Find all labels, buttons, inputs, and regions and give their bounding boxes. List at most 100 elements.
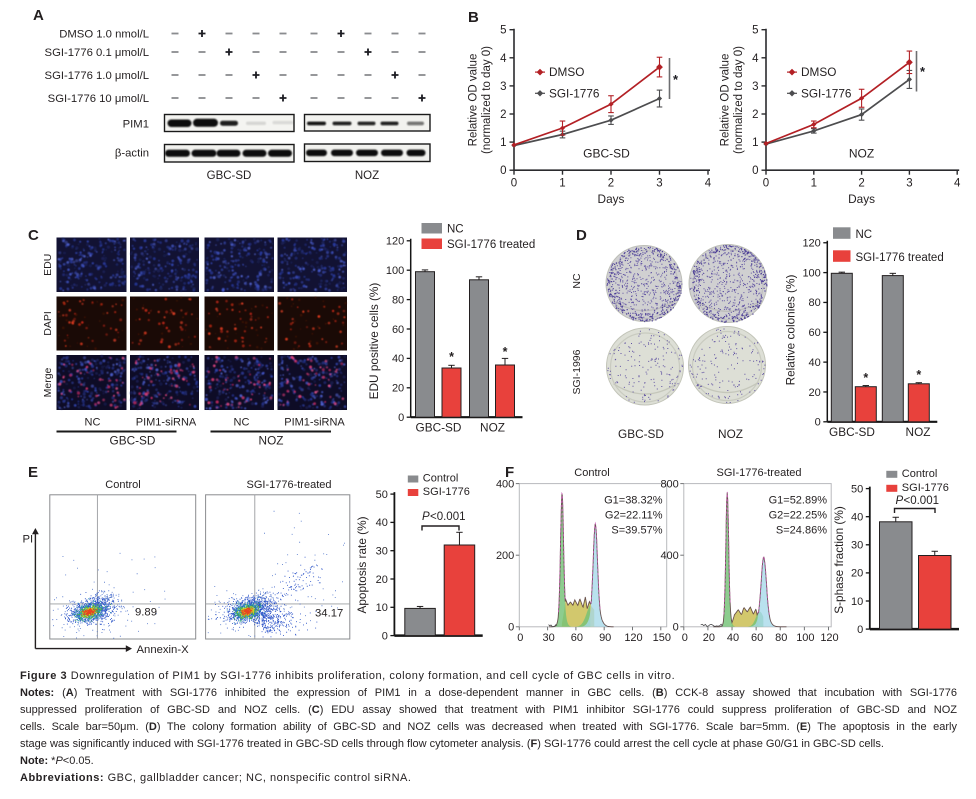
svg-text:G1=38.32%: G1=38.32%: [604, 495, 663, 507]
svg-text:NOZ: NOZ: [355, 170, 379, 182]
svg-text:NC: NC: [856, 229, 873, 241]
svg-text:20: 20: [851, 568, 863, 580]
svg-text:5: 5: [500, 25, 506, 37]
svg-text:0: 0: [500, 165, 506, 177]
svg-text:60: 60: [751, 632, 763, 644]
svg-text:0: 0: [682, 632, 688, 644]
svg-text:0: 0: [517, 632, 523, 644]
svg-text:0: 0: [398, 412, 404, 424]
svg-text:S=39.57%: S=39.57%: [611, 525, 662, 537]
svg-text:SGI-1776: SGI-1776: [801, 86, 852, 100]
svg-text:200: 200: [496, 550, 514, 562]
svg-text:50: 50: [851, 483, 863, 495]
svg-text:EDU positive cells (%): EDU positive cells (%): [367, 283, 381, 400]
svg-text:Annexin-X: Annexin-X: [137, 644, 190, 656]
svg-text:Apoptosis rate (%): Apoptosis rate (%): [355, 516, 369, 613]
svg-text:A: A: [33, 7, 44, 24]
svg-text:*: *: [920, 64, 926, 79]
svg-text:Relative OD value: Relative OD value: [468, 54, 480, 147]
svg-text:0: 0: [673, 622, 679, 634]
svg-text:Control: Control: [423, 473, 458, 485]
svg-text:10: 10: [851, 596, 863, 608]
svg-text:40: 40: [851, 512, 863, 524]
svg-text:4: 4: [500, 53, 507, 65]
svg-text:Days: Days: [848, 192, 875, 206]
svg-text:GBC-SD: GBC-SD: [829, 425, 875, 439]
svg-text:60: 60: [571, 632, 583, 644]
svg-text:50: 50: [376, 489, 388, 501]
svg-text:150: 150: [653, 632, 671, 644]
svg-text:2: 2: [752, 109, 758, 121]
svg-text:DMSO: DMSO: [801, 65, 836, 79]
svg-text:30: 30: [542, 632, 554, 644]
svg-text:SGI-1776 treated: SGI-1776 treated: [856, 252, 944, 264]
svg-text:0: 0: [508, 622, 514, 634]
svg-text:9.89: 9.89: [135, 607, 157, 619]
svg-text:10: 10: [376, 602, 388, 614]
svg-text:0: 0: [857, 624, 863, 636]
svg-text:60: 60: [392, 324, 404, 336]
svg-text:GBC-SD: GBC-SD: [110, 434, 156, 448]
svg-text:Control: Control: [902, 468, 937, 480]
svg-text:S=24.86%: S=24.86%: [776, 525, 827, 537]
svg-text:DMSO: DMSO: [549, 65, 584, 79]
svg-text:0: 0: [752, 165, 758, 177]
svg-text:F: F: [505, 464, 514, 481]
svg-text:0: 0: [763, 178, 769, 190]
svg-text:NC: NC: [571, 273, 583, 289]
svg-text:NOZ: NOZ: [906, 425, 931, 439]
svg-text:SGI-1776 1.0 μmol/L: SGI-1776 1.0 μmol/L: [45, 70, 149, 82]
svg-text:30: 30: [851, 540, 863, 552]
svg-text:GBC-SD: GBC-SD: [416, 421, 462, 435]
svg-text:*: *: [449, 350, 454, 364]
svg-text:0: 0: [382, 630, 388, 642]
svg-text:B: B: [468, 9, 479, 26]
svg-text:2: 2: [858, 178, 864, 190]
svg-text:SGI-1776 treated: SGI-1776 treated: [447, 239, 535, 251]
svg-text:100: 100: [386, 265, 404, 277]
svg-text:β-actin: β-actin: [115, 148, 149, 160]
svg-text:2: 2: [608, 178, 614, 190]
svg-text:20: 20: [809, 387, 821, 399]
svg-text:G2=22.11%: G2=22.11%: [605, 510, 663, 522]
svg-text:(normalized to day 0): (normalized to day 0): [733, 46, 745, 154]
svg-text:DAPI: DAPI: [42, 311, 54, 336]
svg-text:NOZ: NOZ: [480, 421, 505, 435]
svg-text:PIM1-siRNA: PIM1-siRNA: [284, 417, 345, 429]
svg-text:1: 1: [811, 178, 817, 190]
svg-text:40: 40: [727, 632, 739, 644]
svg-text:40: 40: [376, 517, 388, 529]
svg-text:3: 3: [500, 81, 506, 93]
svg-text:PI: PI: [23, 534, 34, 546]
svg-text:Days: Days: [598, 192, 625, 206]
svg-text:60: 60: [809, 327, 821, 339]
svg-text:400: 400: [496, 478, 514, 490]
svg-text:34.17: 34.17: [315, 608, 343, 620]
svg-text:Control: Control: [574, 467, 609, 479]
svg-text:40: 40: [809, 357, 821, 369]
svg-text:3: 3: [906, 178, 912, 190]
svg-text:SGI-1776-treated: SGI-1776-treated: [717, 467, 802, 479]
svg-text:*: *: [863, 371, 868, 385]
svg-text:G2=22.25%: G2=22.25%: [769, 510, 828, 522]
svg-text:C: C: [28, 227, 39, 244]
svg-text:(normalized to day 0): (normalized to day 0): [481, 46, 493, 154]
svg-text:30: 30: [376, 546, 388, 558]
svg-text:20: 20: [703, 632, 715, 644]
svg-text:Relative OD value: Relative OD value: [720, 54, 732, 147]
svg-text:80: 80: [392, 294, 404, 306]
svg-text:E: E: [28, 464, 38, 481]
svg-text:SGI-1776: SGI-1776: [902, 482, 949, 494]
svg-text:1: 1: [559, 178, 565, 190]
svg-text:NC: NC: [234, 417, 250, 429]
svg-text:SGI-1776: SGI-1776: [549, 86, 600, 100]
svg-text:3: 3: [656, 178, 662, 190]
svg-text:GBC-SD: GBC-SD: [207, 170, 252, 182]
svg-text:NOZ: NOZ: [849, 147, 874, 161]
svg-text:NOZ: NOZ: [718, 427, 743, 441]
svg-text:20: 20: [376, 574, 388, 586]
svg-text:NC: NC: [85, 417, 101, 429]
svg-text:1: 1: [752, 137, 758, 149]
svg-text:SGI-1776 0.1 μmol/L: SGI-1776 0.1 μmol/L: [45, 47, 149, 59]
svg-text:G1=52.89%: G1=52.89%: [769, 495, 828, 507]
